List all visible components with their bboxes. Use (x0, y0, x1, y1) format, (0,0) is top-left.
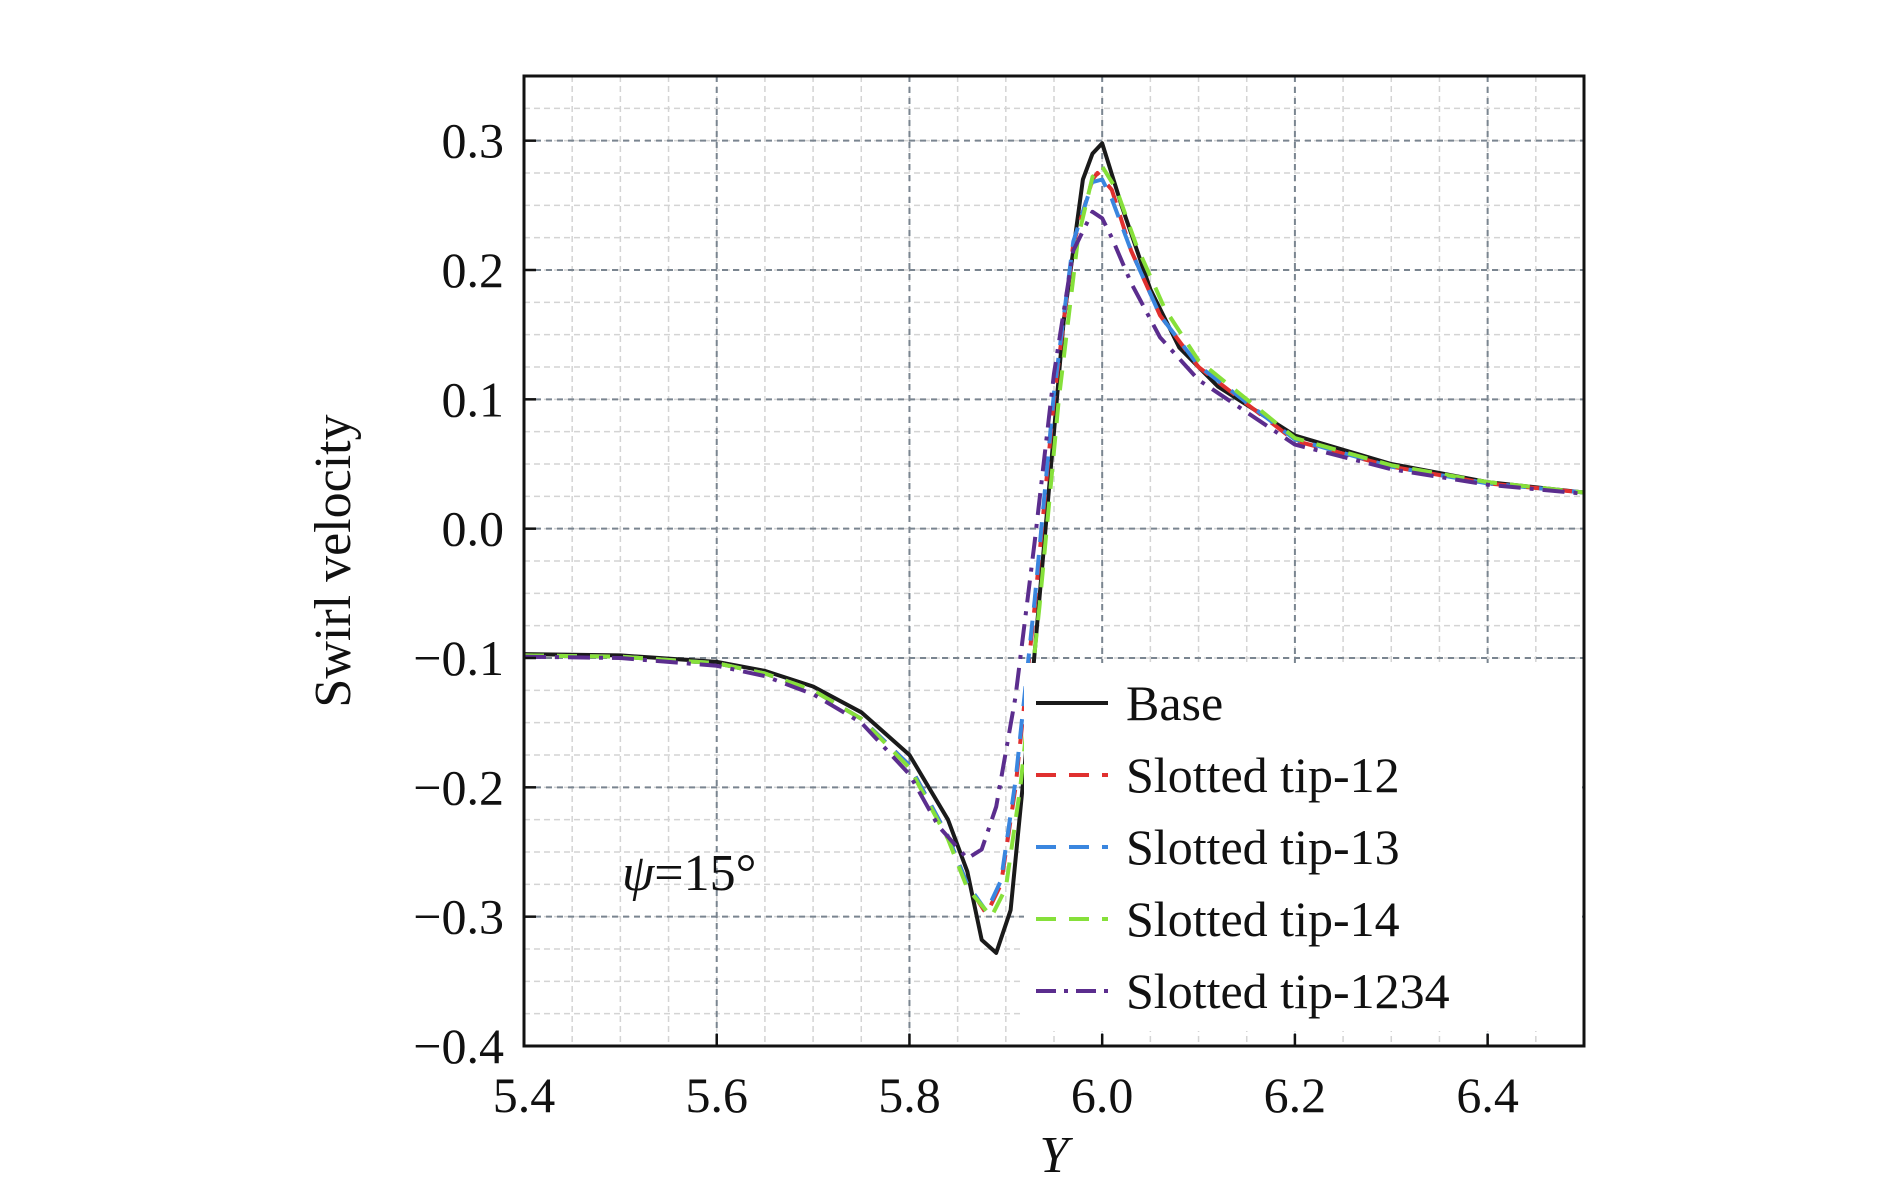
x-tick-label: 5.6 (685, 1067, 748, 1123)
legend-label-2: Slotted tip-12 (1126, 747, 1400, 803)
legend: Base Slotted tip-12 Slotted tip-13 Slotted … (1024, 663, 1582, 1031)
legend-label-5: Slotted tip-1234 (1126, 963, 1450, 1019)
x-tick-label: 6.4 (1456, 1067, 1519, 1123)
x-tick-label: 5.8 (878, 1067, 941, 1123)
axis-ticks: 5.4 5.6 5.8 6.0 6.2 6.4 −0.4 −0.3 −0.2 −0.1 0.0 0.1… (413, 113, 1519, 1123)
y-tick-label: 0.3 (442, 113, 505, 169)
legend-box (1024, 663, 1582, 1031)
psi-annotation: ψ=15° (622, 845, 756, 902)
x-tick-label: 6.0 (1071, 1067, 1134, 1123)
series-line-5 (524, 209, 1584, 861)
y-tick-label: −0.4 (413, 1018, 504, 1074)
plot-frame (522, 74, 1586, 1048)
x-axis-title: Y (1040, 1127, 1074, 1181)
psi-symbol: ψ (622, 845, 656, 902)
psi-value: =15° (654, 845, 756, 902)
legend-label-3: Slotted tip-13 (1126, 819, 1400, 875)
x-tick-label: 6.2 (1264, 1067, 1327, 1123)
y-tick-label: 0.0 (442, 501, 505, 557)
legend-label-4: Slotted tip-14 (1126, 891, 1400, 947)
y-axis-title: Swirl velocity (305, 414, 362, 707)
y-tick-label: −0.3 (413, 889, 504, 945)
y-tick-label: −0.1 (413, 630, 504, 686)
series-line-4 (524, 164, 1584, 919)
series-lines (524, 141, 1584, 955)
legend-label-1: Base (1126, 675, 1223, 731)
y-tick-label: 0.2 (442, 242, 505, 298)
y-tick-label: 0.1 (442, 371, 505, 427)
x-tick-label: 5.4 (493, 1067, 556, 1123)
series-line-3 (524, 177, 1584, 914)
y-tick-label: −0.2 (413, 759, 504, 815)
